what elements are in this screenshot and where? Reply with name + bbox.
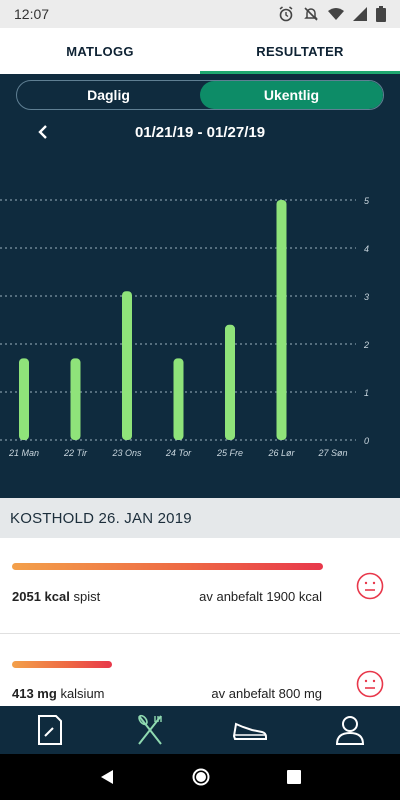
calories-label: spist xyxy=(73,589,101,604)
diary-icon xyxy=(38,715,62,745)
x-tick-label: 27 Søn xyxy=(317,448,347,458)
date-range-row: 01/21/19 - 01/27/19 xyxy=(0,120,400,144)
nav-profile[interactable] xyxy=(330,710,370,750)
sad-face-icon xyxy=(356,670,384,698)
system-nav-bar xyxy=(0,754,400,800)
calcium-label: kalsium xyxy=(60,686,105,701)
signal-icon xyxy=(353,7,367,21)
y-tick-label: 0 xyxy=(364,436,369,446)
top-tabs: MATLOGG RESULTATER xyxy=(0,28,400,74)
weekly-bar-chart: 0 1 2 3 4 5 21 Man 22 Tir 23 Ons 24 Tor 25 Fre 26 L… xyxy=(0,196,370,458)
nav-diary[interactable] xyxy=(30,710,70,750)
back-triangle-icon[interactable] xyxy=(99,769,115,785)
cutlery-icon xyxy=(138,714,162,745)
bar[interactable] xyxy=(19,358,29,440)
x-tick-label: 26 Lør xyxy=(267,448,295,458)
calories-recommended: av anbefalt 1900 kcal xyxy=(199,589,322,604)
calories-amount-row: 2051 kcal spist xyxy=(12,589,100,604)
y-tick-label: 3 xyxy=(364,292,369,302)
y-tick-label: 1 xyxy=(364,388,369,398)
mute-icon xyxy=(304,7,318,21)
x-tick-label: 24 Tor xyxy=(165,448,192,458)
bar[interactable] xyxy=(173,358,184,440)
nav-activity[interactable] xyxy=(230,710,270,750)
bar[interactable] xyxy=(122,291,132,440)
alarm-icon xyxy=(279,6,293,22)
nutrient-card-calories[interactable]: 2051 kcal spist av anbefalt 1900 kcal xyxy=(0,538,400,634)
daily-toggle[interactable]: Daglig xyxy=(87,87,130,103)
calcium-amount: 413 mg xyxy=(12,686,57,701)
calories-amount: 2051 kcal xyxy=(12,589,70,604)
sad-face-icon xyxy=(356,572,384,600)
bar[interactable] xyxy=(70,358,81,440)
battery-icon xyxy=(376,6,386,22)
calcium-amount-row: 413 mg kalsium xyxy=(12,686,105,701)
section-header: KOSTHOLD 26. JAN 2019 xyxy=(0,498,400,538)
weekly-toggle[interactable]: Ukentlig xyxy=(200,81,383,109)
calcium-recommended: av anbefalt 800 mg xyxy=(211,686,322,701)
profile-icon xyxy=(335,716,365,745)
bottom-nav xyxy=(0,706,400,754)
x-tick-label: 22 Tir xyxy=(63,448,88,458)
nav-food[interactable] xyxy=(130,710,170,750)
status-icons xyxy=(278,6,386,22)
chevron-left-icon[interactable] xyxy=(34,123,52,141)
x-tick-label: 23 Ons xyxy=(111,448,142,458)
y-tick-label: 5 xyxy=(364,196,370,206)
date-range: 01/21/19 - 01/27/19 xyxy=(134,123,266,141)
status-time: 12:07 xyxy=(14,6,50,22)
recents-square-icon[interactable] xyxy=(287,770,302,784)
y-tick-label: 4 xyxy=(364,244,369,254)
nutrient-card-calcium[interactable]: 413 mg kalsium av anbefalt 800 mg xyxy=(0,634,400,706)
x-tick-label: 25 Fre xyxy=(216,448,243,458)
bar[interactable] xyxy=(225,324,235,440)
tab-matlogg[interactable]: MATLOGG xyxy=(66,43,134,59)
shoe-icon xyxy=(232,722,267,740)
tab-resultater[interactable]: RESULTATER xyxy=(200,28,400,74)
calcium-progress-bar xyxy=(12,661,112,668)
x-tick-label: 21 Man xyxy=(8,448,39,458)
y-tick-label: 2 xyxy=(363,340,369,350)
bar[interactable] xyxy=(276,200,287,440)
wifi-icon xyxy=(328,8,344,20)
period-segmented-control: Daglig Ukentlig xyxy=(16,80,384,110)
status-bar: 12:07 xyxy=(0,0,400,28)
calories-progress-bar xyxy=(12,563,323,570)
home-circle-icon[interactable] xyxy=(192,768,210,786)
